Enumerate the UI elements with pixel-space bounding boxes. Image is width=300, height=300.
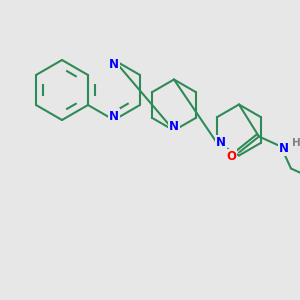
Text: O: O bbox=[226, 150, 236, 163]
Text: H: H bbox=[292, 139, 300, 148]
Text: N: N bbox=[109, 58, 119, 70]
Text: N: N bbox=[109, 110, 119, 122]
Text: N: N bbox=[169, 120, 179, 133]
Text: N: N bbox=[216, 136, 226, 149]
Text: N: N bbox=[279, 142, 289, 155]
